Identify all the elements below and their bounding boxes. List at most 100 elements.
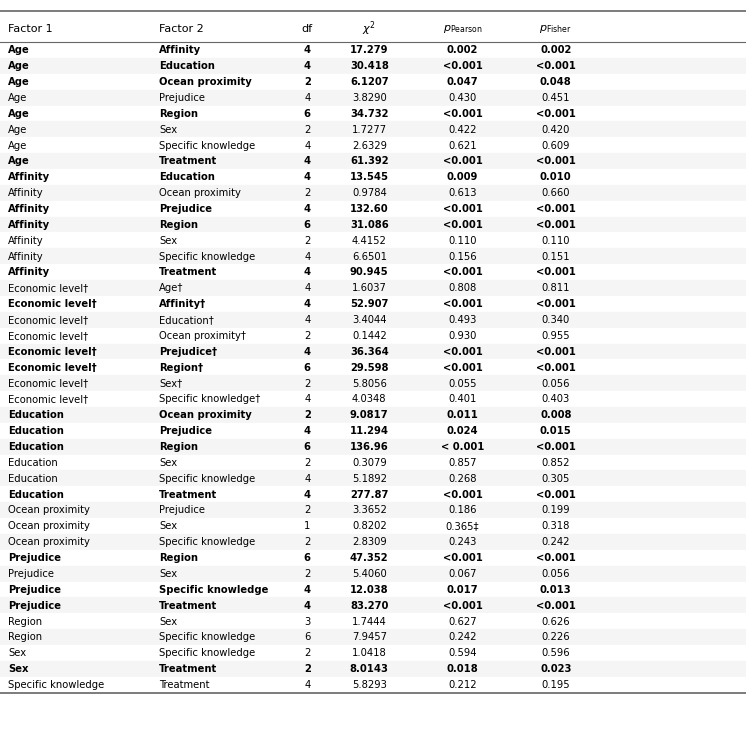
- Text: 0.010: 0.010: [540, 172, 571, 182]
- Text: 1.0418: 1.0418: [352, 648, 386, 658]
- Text: Economic level†: Economic level†: [8, 315, 89, 325]
- Text: 6: 6: [304, 632, 310, 642]
- Bar: [0, 438, 746, 455]
- Text: Region: Region: [8, 616, 43, 627]
- Text: 52.907: 52.907: [350, 299, 389, 309]
- Text: 0.242: 0.242: [542, 537, 570, 547]
- Bar: [0, 280, 746, 296]
- Text: Ocean proximity: Ocean proximity: [8, 537, 90, 547]
- Text: 4: 4: [304, 584, 311, 595]
- Text: Sex: Sex: [159, 569, 177, 579]
- Bar: [0, 613, 746, 629]
- Text: Factor 2: Factor 2: [159, 24, 204, 34]
- Text: 0.621: 0.621: [448, 140, 477, 151]
- Text: 30.418: 30.418: [350, 61, 389, 71]
- Text: 0.242: 0.242: [448, 632, 477, 642]
- Bar: [0, 486, 746, 502]
- Text: Ocean proximity: Ocean proximity: [8, 506, 90, 515]
- Text: 0.017: 0.017: [447, 584, 478, 595]
- Text: Treatment: Treatment: [159, 267, 217, 277]
- Text: <0.001: <0.001: [536, 220, 576, 230]
- Text: Education: Education: [159, 61, 215, 71]
- Bar: [0, 502, 746, 518]
- Text: Economic level†: Economic level†: [8, 347, 97, 356]
- Text: $\it{p}_{\rm Pearson}$: $\it{p}_{\rm Pearson}$: [442, 23, 483, 35]
- Text: 0.811: 0.811: [542, 283, 570, 293]
- Bar: [0, 106, 746, 122]
- Text: 0.015: 0.015: [540, 426, 571, 436]
- Text: Treatment: Treatment: [159, 601, 217, 610]
- Text: Age†: Age†: [159, 283, 184, 293]
- Text: 36.364: 36.364: [350, 347, 389, 356]
- Text: 0.002: 0.002: [540, 45, 571, 55]
- Text: Affinity: Affinity: [8, 188, 44, 198]
- Text: Education†: Education†: [159, 315, 214, 325]
- Text: <0.001: <0.001: [536, 156, 576, 166]
- Text: Region: Region: [159, 442, 198, 452]
- Text: 0.067: 0.067: [448, 569, 477, 579]
- Text: Age: Age: [8, 77, 30, 87]
- Text: 0.403: 0.403: [542, 394, 570, 404]
- Bar: [0, 423, 746, 438]
- Text: 0.808: 0.808: [448, 283, 477, 293]
- Text: Education: Education: [8, 410, 64, 420]
- Text: 0.018: 0.018: [447, 664, 478, 674]
- Text: Education: Education: [8, 458, 58, 468]
- Text: Age: Age: [8, 93, 28, 103]
- Text: 136.96: 136.96: [350, 442, 389, 452]
- Text: 4: 4: [304, 93, 310, 103]
- Text: Specific knowledge: Specific knowledge: [159, 252, 255, 261]
- Text: Specific knowledge: Specific knowledge: [159, 537, 255, 547]
- Text: Economic level†: Economic level†: [8, 379, 89, 388]
- Bar: [0, 582, 746, 598]
- Text: 0.199: 0.199: [542, 506, 570, 515]
- Text: 13.545: 13.545: [350, 172, 389, 182]
- Text: 4: 4: [304, 204, 311, 214]
- Text: 0.930: 0.930: [448, 331, 477, 341]
- Text: 0.009: 0.009: [447, 172, 478, 182]
- Text: Affinity: Affinity: [8, 204, 50, 214]
- Text: Specific knowledge: Specific knowledge: [159, 140, 255, 151]
- Bar: [0, 645, 746, 661]
- Text: <0.001: <0.001: [442, 61, 483, 71]
- Text: 2: 2: [304, 664, 311, 674]
- Text: 0.660: 0.660: [542, 188, 570, 198]
- Text: Education: Education: [8, 442, 64, 452]
- Text: 0.596: 0.596: [542, 648, 570, 658]
- Text: Affinity: Affinity: [8, 220, 50, 230]
- Text: 3: 3: [304, 616, 310, 627]
- Text: 0.048: 0.048: [540, 77, 571, 87]
- Bar: [0, 42, 746, 58]
- Text: 11.294: 11.294: [350, 426, 389, 436]
- Text: 0.401: 0.401: [448, 394, 477, 404]
- Text: Prejudice: Prejudice: [159, 204, 212, 214]
- Text: 12.038: 12.038: [350, 584, 389, 595]
- Text: 0.451: 0.451: [542, 93, 570, 103]
- Text: < 0.001: < 0.001: [441, 442, 484, 452]
- Text: 4: 4: [304, 267, 311, 277]
- Text: 4: 4: [304, 252, 310, 261]
- Text: 132.60: 132.60: [350, 204, 389, 214]
- Bar: [0, 661, 746, 677]
- Text: 0.365‡: 0.365‡: [445, 521, 480, 531]
- Text: 2: 2: [304, 569, 310, 579]
- Text: 0.055: 0.055: [448, 379, 477, 388]
- Text: 61.392: 61.392: [350, 156, 389, 166]
- Text: 2: 2: [304, 648, 310, 658]
- Bar: [0, 391, 746, 407]
- Text: Specific knowledge: Specific knowledge: [159, 648, 255, 658]
- Text: Region: Region: [159, 553, 198, 563]
- Text: 0.013: 0.013: [540, 584, 571, 595]
- Text: 0.609: 0.609: [542, 140, 570, 151]
- Text: <0.001: <0.001: [536, 108, 576, 119]
- Text: 0.186: 0.186: [448, 506, 477, 515]
- Text: 0.9784: 0.9784: [352, 188, 386, 198]
- Text: Affinity: Affinity: [8, 252, 44, 261]
- Text: 0.318: 0.318: [542, 521, 570, 531]
- Text: 2: 2: [304, 188, 310, 198]
- Text: 0.056: 0.056: [542, 379, 570, 388]
- Text: 4: 4: [304, 156, 311, 166]
- Text: Treatment: Treatment: [159, 680, 210, 690]
- Text: Specific knowledge: Specific knowledge: [159, 632, 255, 642]
- Text: 4: 4: [304, 426, 311, 436]
